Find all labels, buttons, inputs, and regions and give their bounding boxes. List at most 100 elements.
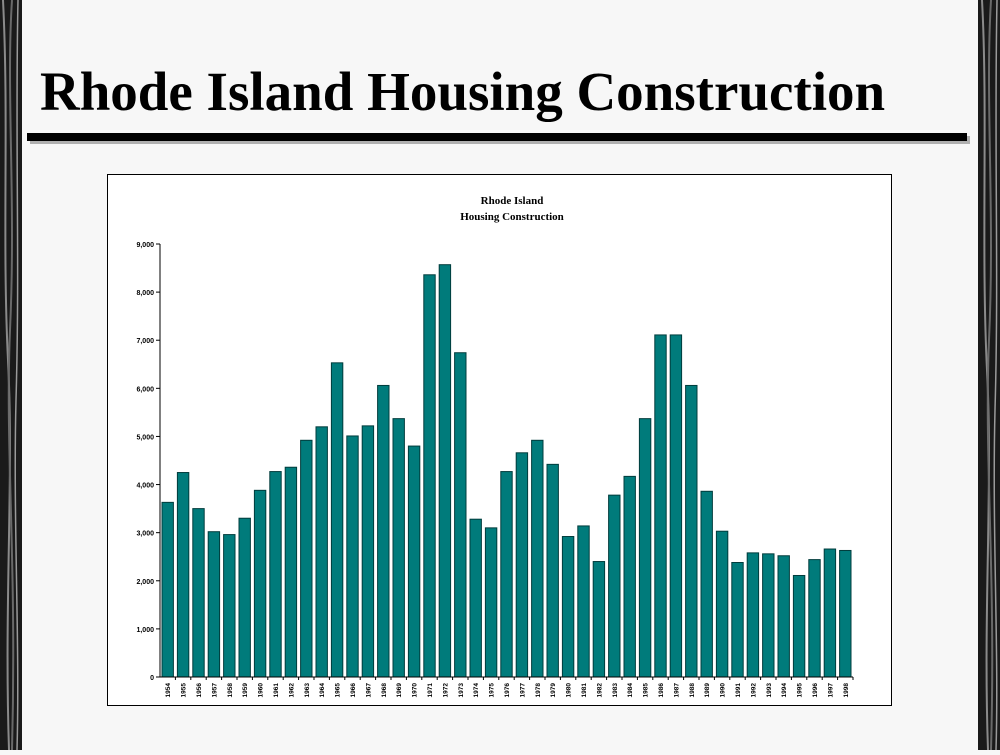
x-tick-label: 1979 [550,683,557,698]
bar-1993 [762,553,775,678]
x-tick-label: 1962 [288,683,295,698]
x-tick-label: 1996 [812,683,819,698]
bar-1971 [423,274,436,678]
chart-frame: Rhode Island Housing Construction 0 1,000… [107,174,892,706]
x-tick-label: 1964 [319,683,326,698]
y-axis: 0 1,000 2,000 3,000 4,000 5,000 6,000 7,000 8,00… [136,242,161,682]
bar-1968 [377,384,390,678]
bar-1977 [515,452,529,678]
x-tick-label: 1956 [196,683,203,698]
x-tick-label: 1959 [242,683,249,698]
x-tick-label: 1990 [720,683,727,698]
x-tick-label: 1970 [412,683,419,698]
bar-1987 [669,334,683,678]
bar-1955 [176,472,190,678]
x-tick-label: 1988 [689,683,696,698]
bar-1985 [638,418,652,678]
x-tick-label: 1983 [612,683,619,698]
y-tick-label: 3,000 [136,531,154,538]
bar-1958 [223,534,236,678]
x-tick-label: 1993 [766,683,773,698]
x-tick-label: 1974 [473,683,480,698]
bar-1986 [654,334,667,678]
y-tick-label: 1,000 [136,627,154,634]
x-tick-label: 1989 [704,683,711,698]
y-tick-label: 5,000 [136,434,154,441]
x-tick-label: 1968 [381,683,388,698]
x-tick-label: 1991 [735,683,742,698]
bar-1992 [746,552,760,678]
bar-1967 [361,425,375,678]
bar-1963 [300,439,313,678]
x-tick-label: 1971 [427,683,434,698]
bar-1962 [284,466,298,678]
y-tick-label: 2,000 [136,579,154,586]
x-tick-label: 1982 [596,683,603,698]
bar-1960 [253,489,267,678]
right-decorative-border [978,0,1000,751]
y-tick-label: 7,000 [136,338,154,345]
y-tick-label: 4,000 [136,483,154,490]
x-tick-label: 1980 [566,683,573,698]
x-tick-label: 1987 [673,683,680,698]
bar-1954 [161,501,174,678]
bar-1988 [685,384,698,678]
left-decorative-border [0,0,22,751]
bar-1991 [731,562,744,678]
y-tick-label: 8,000 [136,290,154,297]
bar-1976 [500,471,513,678]
bar-1956 [192,508,205,678]
title-rule [27,133,967,141]
y-tick-label: 9,000 [136,242,154,249]
bar-1974 [469,518,482,678]
x-tick-label: 1957 [211,683,218,698]
x-tick-label: 1995 [797,683,804,698]
bar-1973 [454,352,467,678]
x-tick-label: 1986 [658,683,665,698]
x-tick-label: 1967 [365,683,372,698]
bar-1975 [484,527,498,678]
x-tick-label: 1976 [504,683,511,698]
x-tick-label: 1981 [581,683,588,698]
y-tick-label: 6,000 [136,386,154,393]
x-tick-label: 1977 [519,683,526,698]
x-tick-label: 1954 [165,683,172,698]
chart-title-line-1: Rhode Island [481,195,544,207]
y-tick-label: 0 [150,675,154,682]
x-tick-label: 1955 [181,683,188,698]
x-tick-label: 1997 [827,683,834,698]
slide-title: Rhode Island Housing Construction [40,61,886,122]
bar-1961 [269,471,282,678]
bar-1959 [238,517,251,678]
x-tick-label: 1972 [442,683,449,698]
bar-1981 [577,525,590,678]
bar-1989 [700,490,713,678]
bar-1966 [346,435,359,678]
x-tick-label: 1958 [227,683,234,698]
bar-1990 [715,530,729,678]
x-tick-label: 1985 [643,683,650,698]
x-tick-label: 1998 [843,683,850,698]
bar-1979 [546,463,559,678]
bar-1978 [531,439,544,678]
x-tick-label: 1969 [396,683,403,698]
x-axis: 1954 1955 1956 1957 1958 1959 1960 1961 1962 1963… [160,676,854,698]
bar-1995 [792,574,806,678]
x-tick-label: 1992 [750,683,757,698]
bar-1969 [392,418,405,678]
bars-group [161,264,852,678]
bar-1964 [315,426,328,678]
x-tick-label: 1961 [273,683,280,698]
bar-1970 [407,445,421,678]
bar-1972 [438,264,452,678]
bar-1982 [592,561,606,678]
bar-1980 [561,536,575,678]
bar-1994 [777,555,790,678]
housing-bar-chart: Rhode Island Housing Construction 0 1,000… [136,195,854,698]
x-tick-label: 1975 [489,683,496,698]
chart-title-line-2: Housing Construction [460,211,564,223]
bar-1957 [207,531,221,678]
bar-1998 [839,549,852,678]
x-tick-label: 1994 [781,683,788,698]
x-tick-label: 1973 [458,683,465,698]
